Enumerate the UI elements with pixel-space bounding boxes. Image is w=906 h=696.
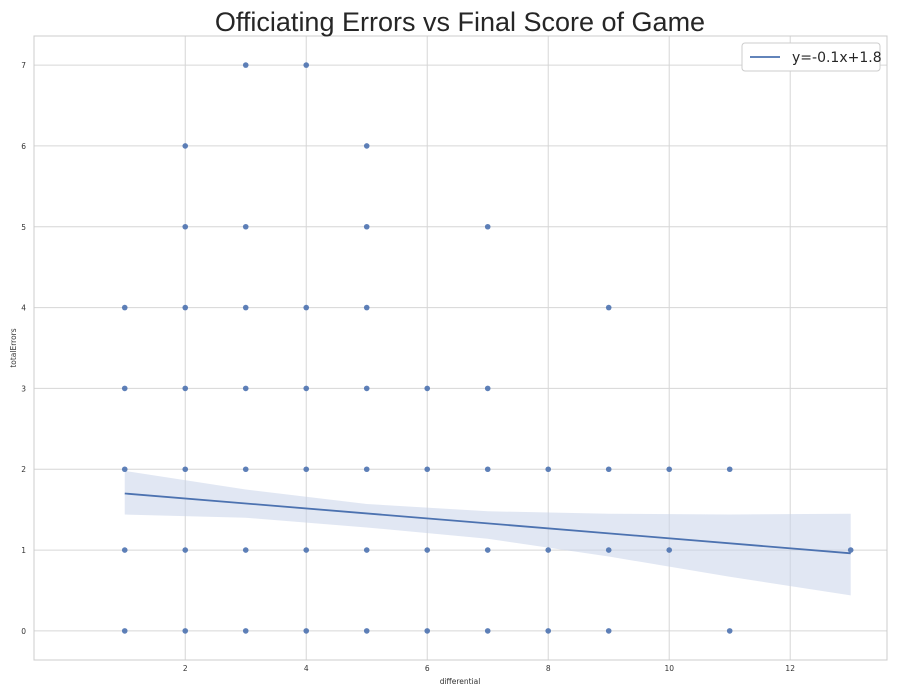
data-point (242, 385, 249, 392)
x-tick-label: 6 (425, 664, 430, 673)
legend: y=-0.1x+1.8 (741, 42, 882, 72)
data-point (182, 385, 189, 392)
x-tick-label: 12 (785, 664, 795, 673)
x-tick-label: 8 (546, 664, 551, 673)
data-point (484, 628, 491, 634)
y-tick-label: 4 (21, 304, 26, 313)
data-point (242, 466, 249, 473)
data-point (605, 547, 612, 553)
y-tick-label: 3 (21, 384, 26, 393)
y-tick-label: 0 (21, 627, 26, 636)
y-tick-labels: 0 1 2 3 4 5 6 7 (21, 61, 26, 636)
y-tick-label: 1 (21, 546, 26, 555)
legend-box (741, 42, 881, 72)
data-point (605, 466, 612, 473)
y-tick-label: 6 (21, 142, 26, 151)
x-tick-label: 10 (664, 664, 674, 673)
data-point (182, 547, 189, 553)
x-tick-label: 4 (304, 664, 309, 673)
data-point (182, 223, 189, 230)
legend-label: y=-0.1x+1.8 (792, 50, 882, 66)
data-point (242, 628, 249, 634)
data-point (303, 466, 310, 473)
gridlines (34, 36, 887, 660)
data-point (545, 547, 552, 553)
x-axis-label: differential (440, 677, 481, 686)
data-point (182, 628, 189, 634)
data-point (666, 547, 673, 553)
y-tick-label: 5 (21, 223, 26, 232)
data-point (121, 547, 128, 553)
data-point (182, 304, 189, 311)
data-point (242, 62, 249, 68)
data-point (484, 385, 491, 392)
data-point (363, 547, 370, 553)
data-point (363, 223, 370, 230)
data-point (545, 466, 552, 473)
data-point (424, 547, 431, 553)
data-point (484, 223, 491, 230)
data-point (424, 385, 431, 392)
data-point (303, 304, 310, 311)
data-point (605, 628, 612, 634)
data-point (121, 385, 128, 392)
data-point (303, 62, 310, 68)
data-point (545, 628, 552, 634)
data-point (484, 466, 491, 473)
y-axis-label: totalErrors (9, 328, 18, 367)
data-point (363, 385, 370, 392)
data-point (726, 628, 733, 634)
data-point (726, 466, 733, 473)
data-point (303, 547, 310, 553)
data-point (182, 466, 189, 473)
data-point (363, 628, 370, 634)
y-tick-label: 2 (21, 465, 26, 474)
data-point (424, 628, 431, 634)
data-point (666, 466, 673, 473)
x-tick-label: 2 (183, 664, 188, 673)
data-point (847, 547, 854, 553)
data-point (303, 628, 310, 634)
scatter-points (121, 62, 854, 634)
chart-title: Officiating Errors vs Final Score of Gam… (215, 7, 705, 37)
regression-line (124, 492, 851, 555)
data-point (363, 466, 370, 473)
y-tick-label: 7 (21, 61, 26, 70)
data-point (121, 304, 128, 311)
data-point (242, 547, 249, 553)
data-point (363, 304, 370, 311)
data-point (242, 304, 249, 311)
data-point (242, 223, 249, 230)
data-point (121, 466, 128, 473)
data-point (484, 547, 491, 553)
data-point (121, 628, 128, 634)
confidence-band (124, 470, 851, 596)
data-point (182, 143, 189, 149)
data-point (605, 304, 612, 311)
data-point (424, 466, 431, 473)
data-point (363, 143, 370, 149)
x-tick-labels: 2 4 6 8 10 12 (183, 664, 795, 673)
data-point (303, 385, 310, 392)
plot-frame (33, 35, 888, 661)
